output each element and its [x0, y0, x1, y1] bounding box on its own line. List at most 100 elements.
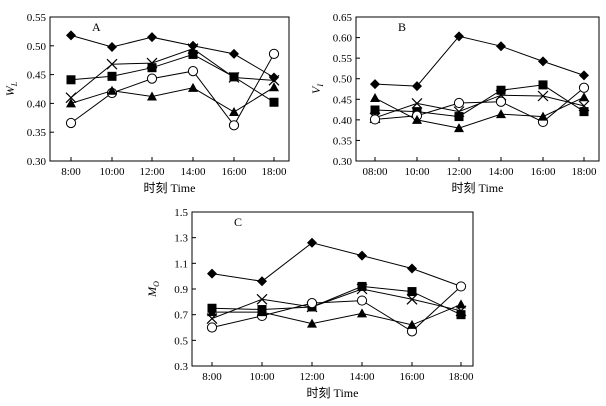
- marker-triangle-a-1: [107, 85, 117, 95]
- marker-triangle-b-4: [538, 111, 548, 121]
- marker-triangle-a-0: [66, 98, 76, 108]
- marker-diamond-c-0: [207, 268, 217, 279]
- panel-a: 0.30 0.35 0.40 0.45 0.50 0.55 8:00 10:00 12:00 14…: [3, 12, 290, 195]
- marker-diamond-b-2: [454, 31, 464, 42]
- plot-frame-b: [355, 16, 600, 162]
- series-line-diamond-a: [70, 34, 275, 78]
- xtick-label-c: 14:00: [349, 371, 375, 383]
- marker-diamond-c-1: [257, 276, 267, 287]
- series-line-circle-a: [70, 53, 275, 127]
- marker-circle-a-2: [146, 73, 158, 84]
- marker-diamond-c-2: [307, 237, 317, 248]
- marker-circle-a-4: [228, 120, 240, 131]
- marker-triangle-a-2: [147, 91, 157, 101]
- marker-square-a-1: [107, 71, 117, 81]
- ytick-label-c: 1.1: [174, 258, 188, 270]
- ytick-label-b: 0.55: [333, 53, 353, 65]
- ytick-label-b: 0.35: [333, 135, 353, 147]
- ytick-label-c: 0.7: [174, 310, 188, 322]
- ytick-label-b: 0.60: [333, 33, 353, 45]
- xtick-label-a: 18:00: [261, 166, 287, 178]
- marker-diamond-a-3: [188, 40, 198, 51]
- marker-circle-c-3: [356, 295, 368, 306]
- xtick-label-b: 10:00: [404, 166, 430, 178]
- ytick-label-c: 0.9: [174, 284, 188, 296]
- marker-triangle-b-5: [579, 92, 589, 102]
- marker-square-c-3: [357, 281, 367, 291]
- xtick-label-c: 10:00: [249, 371, 275, 383]
- y-axis-label-a: WL: [3, 81, 19, 96]
- y-axis-label-sub-a: L: [10, 81, 19, 87]
- marker-cross-b-1: [411, 97, 423, 109]
- y-axis-label-c: MO: [145, 281, 161, 298]
- xtick-label-c: 18:00: [448, 371, 474, 383]
- series-line-square-b: [374, 84, 585, 118]
- marker-triangle-b-2: [454, 123, 464, 133]
- xtick-label-b: 08:00: [362, 166, 388, 178]
- marker-circle-c-0: [206, 322, 218, 333]
- marker-triangle-c-5: [456, 299, 466, 309]
- series-line-square-a: [70, 53, 275, 103]
- x-axis-label-b: 时刻 Time: [452, 181, 504, 195]
- x-axis-label-c: 时刻 Time: [307, 386, 359, 400]
- marker-diamond-a-0: [66, 30, 76, 41]
- panel-b: 0.30 0.35 0.40 0.45 0.50 0.55 0.60 0.65 08:00 10:…: [309, 12, 600, 195]
- xtick-label-c: 16:00: [399, 371, 425, 383]
- ytick-label-c: 0.3: [174, 361, 188, 373]
- y-axis-label-main-c: M: [145, 286, 159, 298]
- marker-square-b-0: [370, 105, 380, 115]
- marker-triangle-c-0: [207, 307, 217, 317]
- marker-diamond-b-4: [538, 56, 548, 67]
- series-line-triangle-c: [212, 303, 462, 326]
- marker-square-b-5: [579, 107, 589, 117]
- plot-frame-c: [191, 211, 474, 367]
- marker-cross-a-0: [65, 92, 77, 104]
- ytick-label-b: 0.65: [333, 12, 353, 24]
- marker-square-b-2: [454, 112, 464, 122]
- marker-triangle-c-1: [257, 307, 267, 317]
- marker-square-b-4: [538, 80, 548, 90]
- marker-triangle-c-2: [307, 318, 317, 328]
- marker-diamond-b-1: [412, 81, 422, 92]
- marker-cross-b-4: [537, 90, 549, 102]
- marker-triangle-a-3: [188, 82, 198, 92]
- panel-letter-b: B: [398, 20, 406, 34]
- ytick-label-c: 1.3: [174, 233, 188, 245]
- marker-square-a-5: [269, 97, 279, 107]
- ytick-label-a: 0.30: [27, 156, 47, 168]
- marker-square-c-4: [407, 287, 417, 297]
- marker-diamond-a-5: [269, 72, 279, 83]
- marker-square-a-2: [147, 63, 157, 73]
- marker-cross-c-1: [256, 293, 268, 305]
- marker-triangle-a-4: [229, 107, 239, 117]
- marker-square-b-3: [496, 85, 506, 95]
- marker-cross-a-5: [268, 74, 280, 86]
- series-line-cross-c: [211, 288, 462, 319]
- marker-triangle-a-5: [269, 82, 279, 92]
- ytick-label-a: 0.35: [27, 127, 47, 139]
- y-axis-label-sub-c: O: [152, 281, 161, 287]
- ytick-label-a: 0.40: [27, 98, 47, 110]
- marker-triangle-c-4: [407, 319, 417, 329]
- xtick-label-b: 12:00: [446, 166, 472, 178]
- series-line-triangle-b: [374, 96, 585, 129]
- marker-circle-a-3: [187, 66, 199, 77]
- marker-diamond-a-2: [147, 32, 157, 43]
- ytick-label-a: 0.50: [27, 41, 47, 53]
- marker-square-a-0: [66, 75, 76, 85]
- ytick-label-c: 1.5: [174, 207, 188, 219]
- panel-c: 0.3 0.5 0.7 0.9 1.1 1.3 1.5 8:00 10:00 12:00 14:00…: [145, 207, 474, 400]
- ytick-label-b: 0.50: [333, 74, 353, 86]
- xtick-label-a: 8:00: [61, 166, 81, 178]
- series-line-circle-b: [374, 87, 585, 123]
- x-axis-label-a: 时刻 Time: [144, 181, 196, 195]
- series-line-circle-c: [211, 286, 462, 333]
- marker-triangle-b-0: [370, 93, 380, 103]
- panel-letter-a: A: [92, 20, 101, 34]
- marker-diamond-c-4: [407, 263, 417, 274]
- series-line-diamond-b: [374, 35, 585, 87]
- xtick-label-a: 16:00: [221, 166, 247, 178]
- xtick-label-c: 12:00: [299, 371, 325, 383]
- series-line-triangle-a: [70, 86, 275, 113]
